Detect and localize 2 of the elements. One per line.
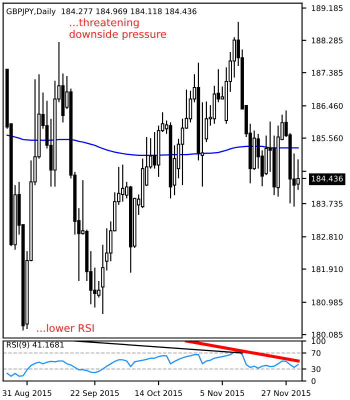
annotation: ...lower RSI [37, 324, 94, 332]
annotation: ...threatening downside pressure [69, 18, 166, 40]
